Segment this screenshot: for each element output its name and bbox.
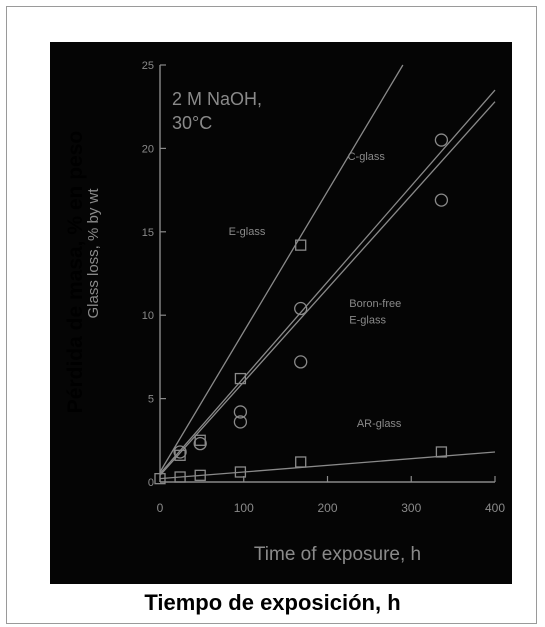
data-point-square	[234, 372, 247, 385]
series-label: AR-glass	[357, 418, 402, 430]
y-tick-label: 5	[148, 394, 154, 406]
x-tick-label: 200	[317, 501, 337, 515]
data-point-square	[174, 471, 186, 483]
x-tick-label: 100	[234, 501, 254, 515]
x-axis-title: Time of exposure, h	[254, 544, 421, 565]
x-tick-label: 0	[157, 501, 164, 515]
data-point-circle	[434, 193, 449, 207]
fit-line	[159, 451, 496, 480]
series-label: Boron-free	[349, 298, 401, 310]
data-point-circle	[294, 301, 308, 316]
data-point-square	[435, 446, 448, 458]
spanish-x-axis-label: Tiempo de exposición, h	[144, 590, 401, 615]
condition-annotation: 30°C	[172, 113, 212, 133]
y-tick-label: 25	[142, 60, 154, 72]
data-point-circle	[233, 405, 248, 419]
y-tick-label: 0	[148, 477, 154, 489]
data-point-circle	[294, 355, 308, 369]
data-point-circle	[173, 445, 187, 459]
condition-annotation: 2 M NaOH,	[172, 89, 262, 109]
y-axis-title: Glass loss, % by wt	[85, 188, 102, 319]
fit-line	[159, 64, 404, 473]
data-point-square	[234, 466, 247, 478]
data-point-circle	[434, 133, 449, 147]
y-tick-label: 10	[142, 310, 154, 322]
fit-line	[159, 101, 496, 476]
data-point-square	[194, 434, 206, 446]
y-tick-label: 20	[142, 143, 154, 155]
data-point-square	[295, 239, 307, 251]
chart-photo-background	[50, 42, 512, 584]
y-tick-label: 15	[142, 227, 154, 239]
spanish-y-axis-label: Pérdida de masa, % en peso	[64, 130, 87, 414]
x-tick-label: 300	[401, 501, 421, 515]
chart: 0 100 200 300 400 0 5 10 15 20 25 Time of exposure,…	[85, 60, 505, 565]
series-label: E-glass	[349, 315, 386, 327]
data-point-square	[194, 469, 206, 481]
data-point-circle	[193, 436, 207, 451]
fit-line	[159, 89, 496, 475]
series-label: E-glass	[229, 226, 266, 238]
x-tick-label: 400	[485, 501, 505, 515]
series-label: C-glass	[348, 151, 386, 163]
data-point-square	[295, 456, 307, 468]
data-point-square	[154, 473, 166, 485]
data-point-circle	[233, 415, 248, 429]
